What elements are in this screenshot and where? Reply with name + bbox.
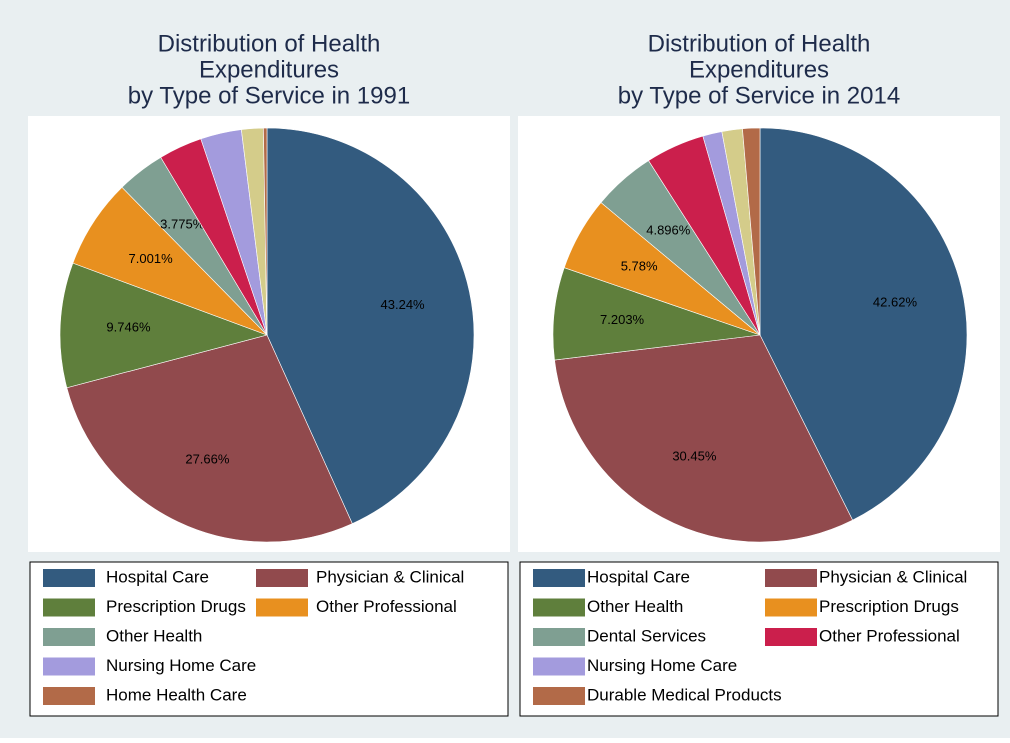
- legend-label: Other Health: [587, 597, 683, 616]
- pie-slice: [742, 127, 761, 336]
- legend-swatch: [533, 569, 585, 587]
- chart-title: by Type of Service in 2014: [618, 82, 900, 109]
- legend-swatch: [43, 598, 95, 617]
- legend-label: Other Professional: [316, 597, 457, 616]
- value-label: 27.66%: [185, 452, 230, 467]
- legend-swatch: [765, 628, 817, 646]
- legend-swatch: [43, 628, 95, 646]
- legend-label: Nursing Home Care: [587, 656, 737, 675]
- chart-title: by Type of Service in 1991: [128, 82, 410, 109]
- pie-slice: [759, 127, 968, 521]
- legend-box: [519, 561, 999, 717]
- legend-label: Hospital Care: [587, 567, 690, 586]
- value-label: 3.775%: [160, 217, 205, 232]
- value-label: 43.24%: [381, 297, 426, 312]
- legend-label: Other Health: [106, 626, 202, 645]
- pie-slice: [66, 334, 353, 543]
- chart-title: Distribution of Health: [158, 30, 381, 57]
- pie-slice: [263, 127, 268, 336]
- legend-swatch: [43, 687, 95, 705]
- value-label: 7.203%: [600, 312, 645, 327]
- legend-label: Other Professional: [819, 626, 960, 645]
- legend-label: Prescription Drugs: [819, 597, 959, 616]
- legend-swatch: [256, 598, 308, 617]
- value-label: 7.001%: [129, 251, 174, 266]
- pie-slice: [266, 127, 475, 525]
- chart-title: Expenditures: [199, 56, 339, 83]
- legend-swatch: [533, 687, 585, 705]
- chart-title: Expenditures: [689, 56, 829, 83]
- legend-swatch: [43, 657, 95, 676]
- value-label: 9.746%: [106, 320, 151, 335]
- legend-swatch: [765, 598, 817, 617]
- value-label: 30.45%: [672, 449, 717, 464]
- legend-label: Prescription Drugs: [106, 597, 246, 616]
- legend-swatch: [533, 657, 585, 676]
- legend-swatch: [256, 569, 308, 587]
- value-label: 5.78%: [621, 258, 658, 273]
- legend-swatch: [765, 569, 817, 587]
- legend-label: Dental Services: [587, 626, 706, 645]
- legend-label: Physician & Clinical: [316, 567, 464, 586]
- legend-label: Home Health Care: [106, 685, 247, 704]
- legend-label: Physician & Clinical: [819, 567, 967, 586]
- value-label: 42.62%: [873, 295, 918, 310]
- legend-label: Hospital Care: [106, 567, 209, 586]
- value-label: 4.896%: [646, 222, 691, 237]
- legend-swatch: [533, 598, 585, 617]
- legend-box: [29, 561, 509, 717]
- pie-slice: [59, 262, 268, 389]
- pie-slice: [554, 334, 853, 543]
- legend-swatch: [43, 569, 95, 587]
- legend-swatch: [533, 628, 585, 646]
- legend-label: Durable Medical Products: [587, 685, 782, 704]
- chart-title: Distribution of Health: [648, 30, 871, 57]
- legend-label: Nursing Home Care: [106, 656, 256, 675]
